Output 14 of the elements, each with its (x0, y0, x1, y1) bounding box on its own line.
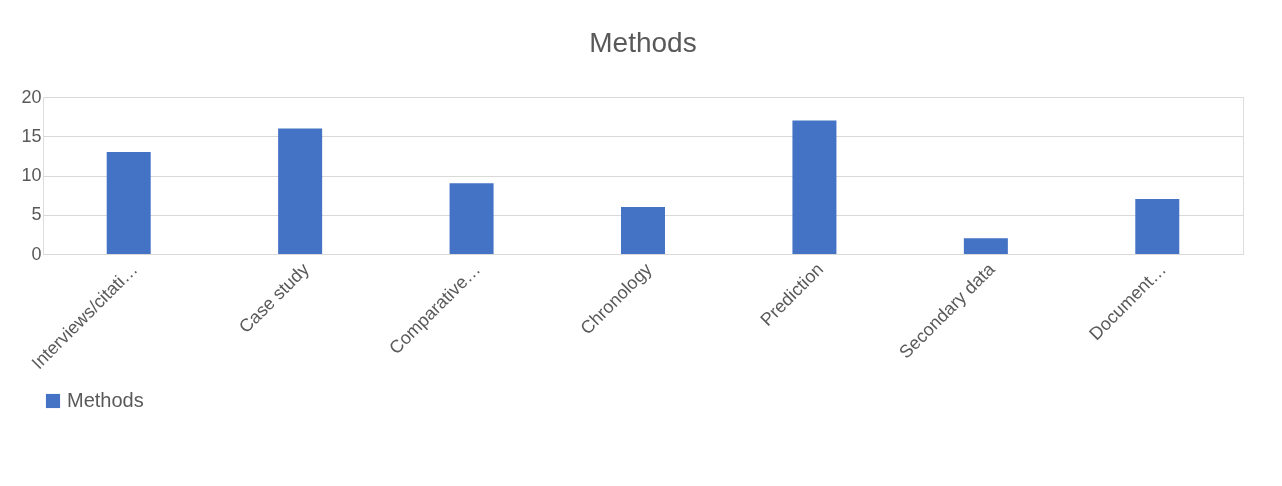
chart-title: Methods (589, 27, 697, 58)
bar (278, 128, 323, 254)
y-tick-label: 0 (31, 243, 42, 264)
y-tick-label: 15 (21, 125, 42, 146)
y-tick-label: 10 (21, 165, 42, 185)
legend-label: Methods (67, 389, 144, 411)
bar (621, 206, 665, 254)
bar (1135, 199, 1180, 254)
bar (792, 120, 837, 254)
y-tick-label: 5 (31, 204, 42, 225)
bar (963, 238, 1008, 254)
bar (449, 183, 494, 254)
y-tick-label: 20 (21, 86, 42, 107)
bar (106, 151, 151, 254)
